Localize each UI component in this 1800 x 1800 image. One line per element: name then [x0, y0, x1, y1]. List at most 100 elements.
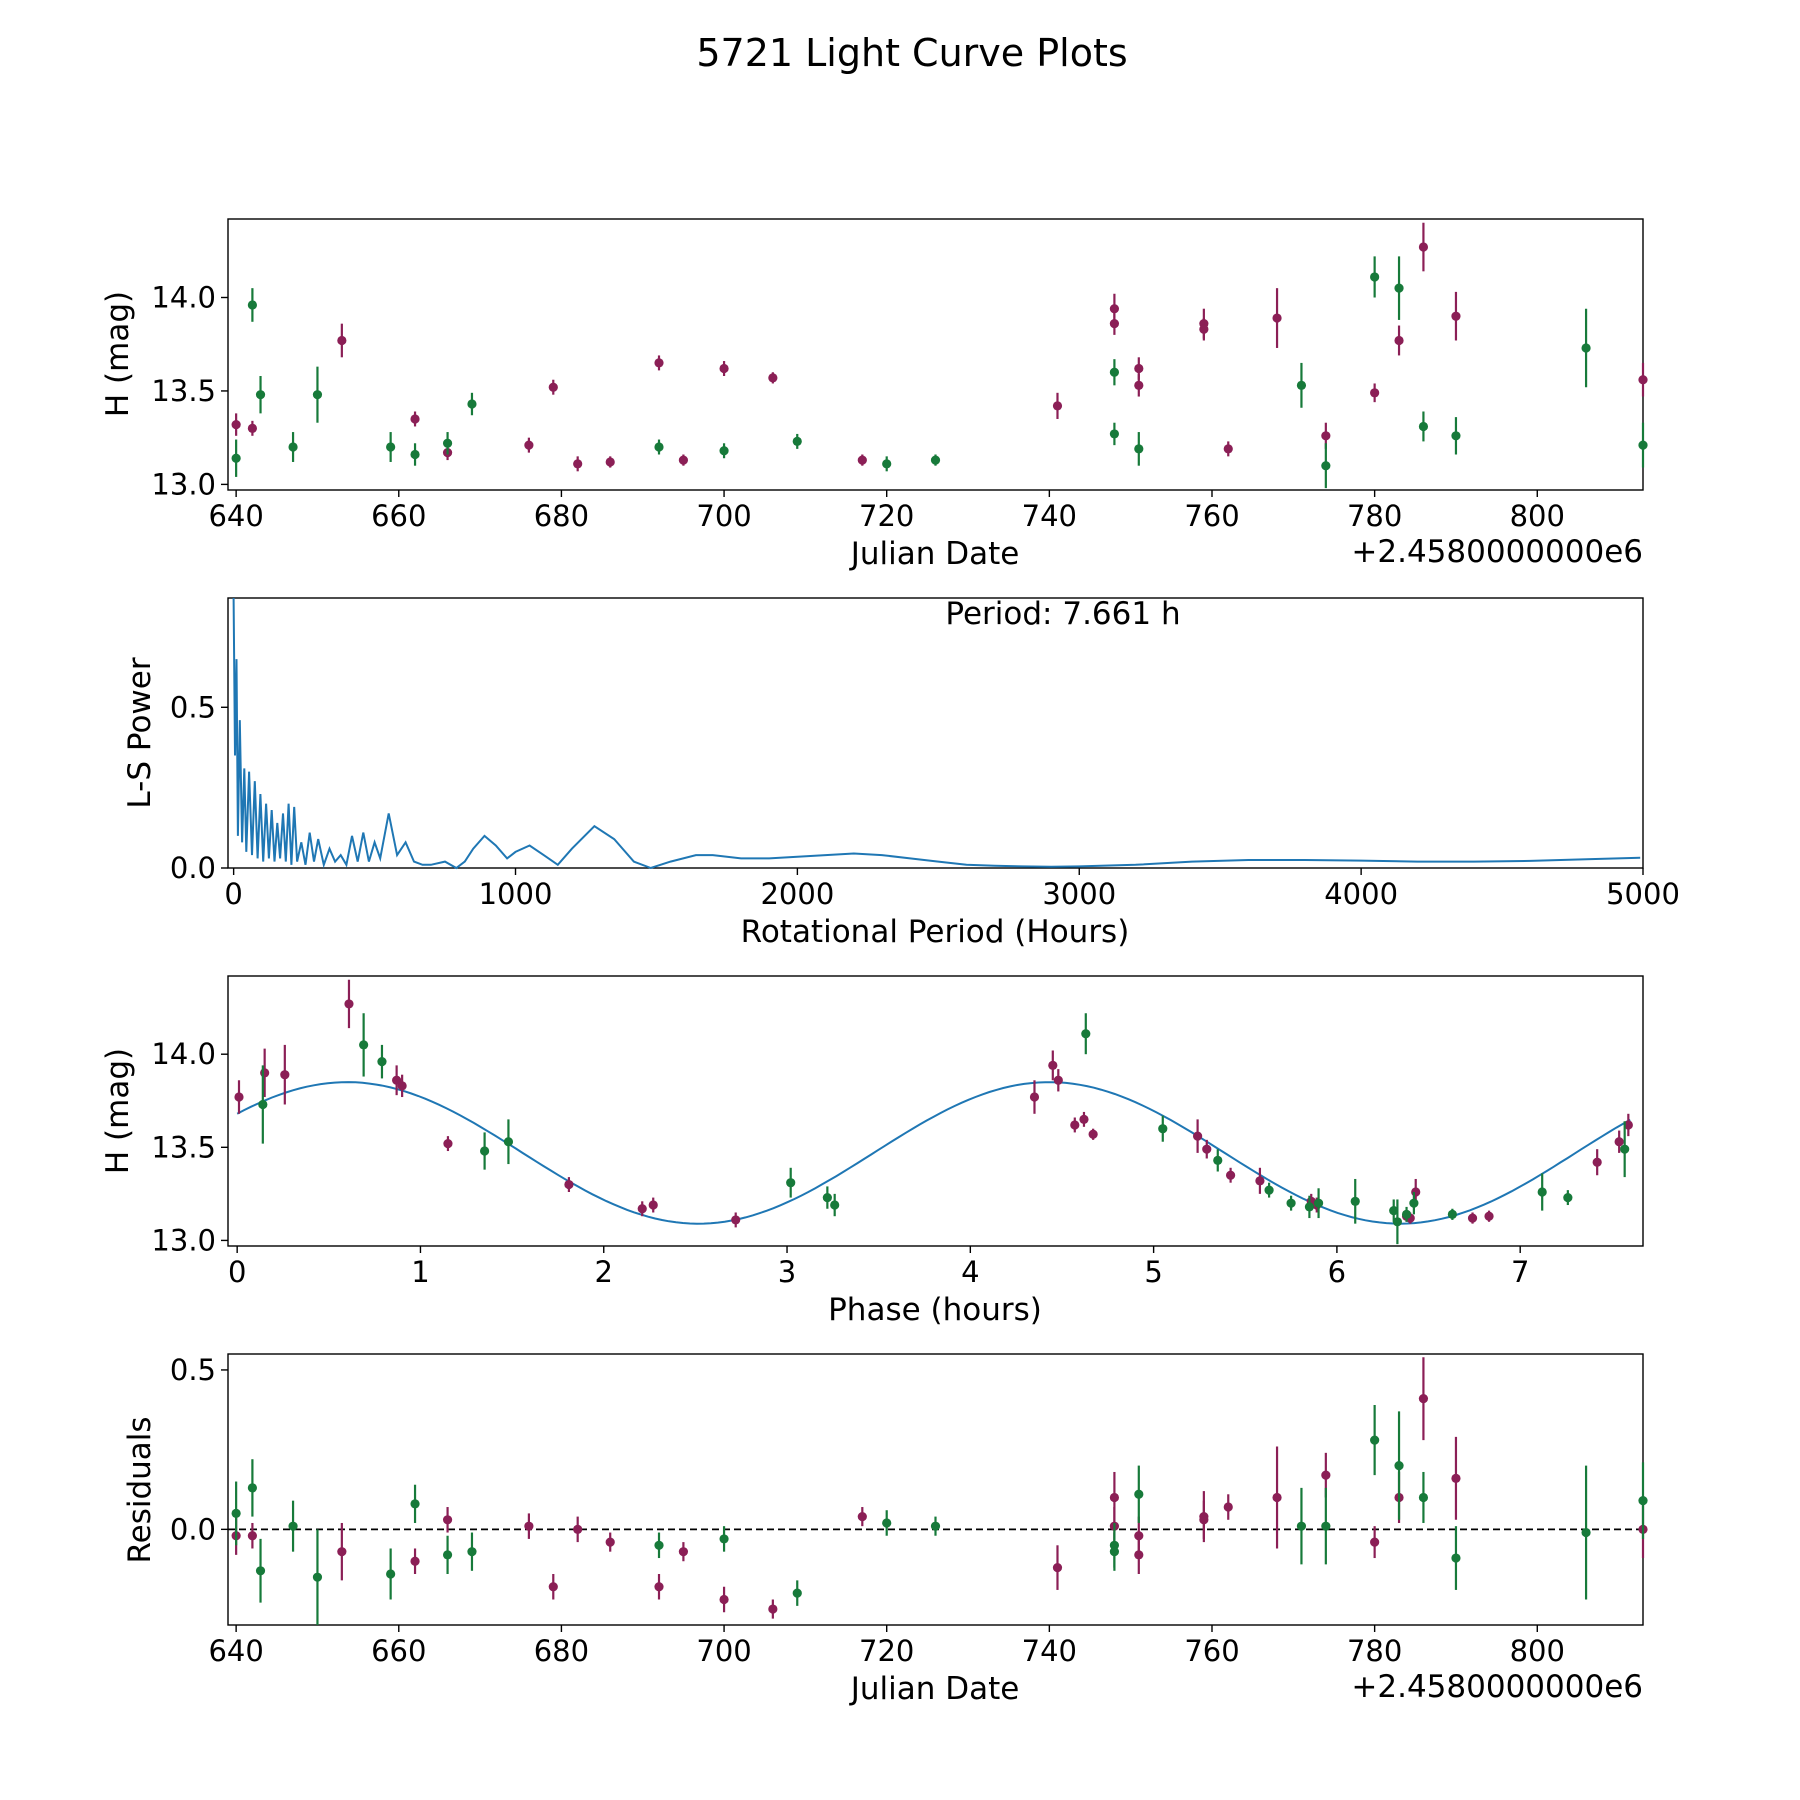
periodogram-xtick-label: 1000 [479, 877, 553, 911]
residuals-series-a-point [654, 1582, 664, 1592]
residuals-series-b-point [410, 1499, 420, 1509]
lightcurve-series-a-point [337, 335, 347, 346]
residuals-series-b-point [231, 1508, 241, 1519]
residuals-series-b-point [1134, 1489, 1144, 1499]
residuals-xtick-label: 700 [696, 1634, 751, 1668]
lightcurve-xtick-label: 700 [696, 499, 751, 533]
phase-xtick-label: 5 [1144, 1255, 1162, 1289]
periodogram-xtick-label: 5000 [1606, 877, 1680, 911]
lightcurve-series-a-point [654, 358, 664, 368]
residuals-series-a-point [548, 1582, 558, 1592]
periodogram-xtick-label: 4000 [1324, 877, 1398, 911]
lightcurve-series-a-point [605, 457, 615, 467]
phase-xtick-label: 2 [595, 1255, 613, 1289]
phase-series-a-point [1623, 1120, 1633, 1130]
phase-series-a-point [260, 1068, 270, 1078]
residuals-series-b-point [312, 1572, 323, 1582]
lightcurve-series-b-point [719, 446, 729, 456]
phase-series-a-point [443, 1138, 453, 1149]
periodogram-ytick-label: 0.0 [170, 851, 216, 885]
lightcurve-series-a-point [1272, 313, 1282, 323]
lightcurve-series-a-point [719, 363, 729, 374]
lightcurve-series-b-point [654, 442, 664, 452]
phase-series-a-point [1048, 1060, 1058, 1070]
lightcurve-xtick-label: 660 [371, 499, 426, 533]
lightcurve-xtick-label: 640 [208, 499, 263, 533]
phase-series-a-point [648, 1200, 658, 1210]
periodogram-line [232, 597, 1641, 870]
residuals-marks [228, 1357, 1648, 1625]
residuals-series-b-point [467, 1547, 477, 1557]
residuals-series-a-point [1134, 1550, 1144, 1560]
lightcurve-series-a-point [1451, 311, 1461, 321]
phase-axes-frame [227, 975, 1644, 1247]
phase-series-a-point [1029, 1092, 1040, 1102]
phase-series-b-point [822, 1192, 832, 1203]
residuals-series-a-point [1272, 1492, 1282, 1503]
phase-series-b-point [1158, 1124, 1168, 1134]
residuals-series-a-point [1199, 1515, 1209, 1525]
residuals-ylabel: Residuals [122, 1416, 158, 1563]
residuals-series-b-point [442, 1550, 453, 1560]
lightcurve-series-b-point [1109, 367, 1120, 377]
phase-panel: 0 1 2 3 4 5 6 7 13.0 13.5 14.0 Phase (hours) H (ma… [100, 975, 1644, 1328]
phase-series-a-point [1225, 1170, 1236, 1180]
figure-title: 5721 Light Curve Plots [696, 31, 1127, 75]
residuals-series-a-point [1223, 1502, 1233, 1512]
residuals-series-a-point [1052, 1563, 1063, 1573]
lightcurve-xtick-label: 720 [859, 499, 914, 533]
lightcurve-series-b-point [1394, 283, 1404, 293]
lightcurve-series-b-point [882, 459, 892, 469]
phase-series-a-point [1202, 1144, 1212, 1154]
lightcurve-series-a-point [857, 455, 867, 465]
lightcurve-series-a-point [548, 382, 558, 392]
lightcurve-series-b-point [386, 442, 396, 452]
lightcurve-series-b-point [288, 442, 298, 452]
residuals-xlabel: Julian Date [849, 1671, 1020, 1707]
phase-series-a-point [1053, 1075, 1063, 1085]
phase-series-b-point [1401, 1209, 1412, 1219]
lightcurve-offset-text: +2.4580000000e6 [1351, 534, 1643, 570]
lightcurve-series-b-point [255, 390, 266, 400]
residuals-series-b-point [1370, 1435, 1380, 1445]
residuals-xtick-label: 640 [208, 1634, 263, 1668]
phase-series-a-point [397, 1081, 407, 1091]
lightcurve-xtick-label: 680 [534, 499, 589, 533]
phase-series-a-point [1614, 1137, 1624, 1147]
residuals-series-a-point [719, 1594, 729, 1605]
phase-series-a-point [1411, 1187, 1421, 1197]
phase-series-a-point [344, 999, 354, 1009]
phase-series-a-point [280, 1070, 290, 1080]
residuals-series-b-point [386, 1569, 396, 1579]
residuals-series-a-point [247, 1531, 257, 1541]
phase-series-b-point [1409, 1198, 1419, 1208]
residuals-series-a-point [1370, 1537, 1380, 1547]
phase-series-b-point [1286, 1198, 1296, 1208]
phase-series-b-point [1620, 1144, 1630, 1154]
lightcurve-series-b-point [1638, 440, 1648, 450]
residuals-ytick-label: 0.0 [170, 1512, 216, 1546]
phase-series-b-point [1392, 1217, 1402, 1227]
phase-ticks: 0 1 2 3 4 5 6 7 13.0 13.5 14.0 [151, 1037, 1529, 1289]
lightcurve-series-a-point [573, 459, 583, 469]
phase-xtick-label: 6 [1328, 1255, 1346, 1289]
phase-series-b-point [1350, 1196, 1360, 1206]
residuals-series-b-point [1321, 1521, 1331, 1531]
lightcurve-series-a-point [1321, 431, 1331, 441]
fit-curve [236, 1081, 1631, 1225]
phase-series-b-point [480, 1146, 490, 1156]
periodogram-panel: 0 1000 2000 3000 4000 5000 0.0 0.5 Period: 7.66… [122, 596, 1680, 950]
phase-series-b-point [1313, 1198, 1324, 1208]
phase-series-b-point [377, 1057, 387, 1067]
lightcurve-series-b-point [1418, 421, 1429, 432]
periodogram-xtick-label: 0 [224, 877, 242, 911]
residuals-xtick-label: 720 [859, 1634, 914, 1668]
phase-series-a-point [1592, 1157, 1602, 1167]
residuals-series-a-point [678, 1547, 689, 1557]
phase-series-b-point [786, 1178, 796, 1188]
phase-series-b-point [1563, 1192, 1573, 1203]
residuals-xtick-label: 760 [1184, 1634, 1239, 1668]
residuals-series-b-point [1638, 1496, 1648, 1506]
residuals-series-b-point [1581, 1527, 1591, 1538]
